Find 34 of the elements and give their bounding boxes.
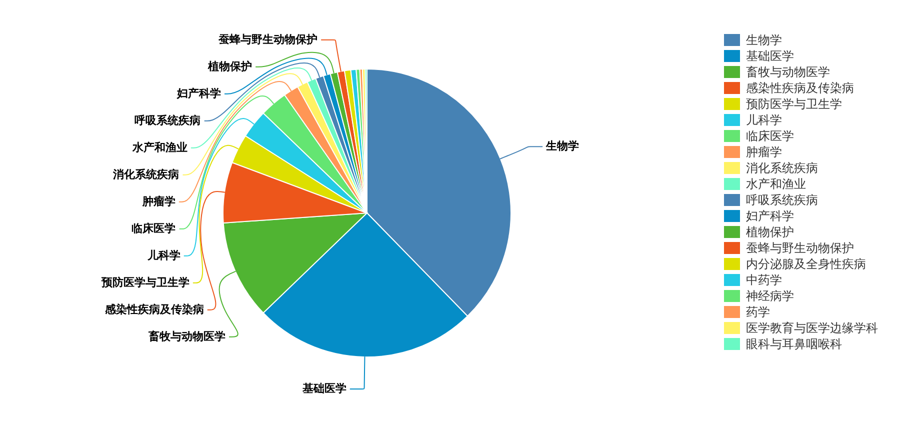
legend-label: 生物学 xyxy=(746,33,782,47)
slice-label: 基础医学 xyxy=(301,382,346,395)
slice-label: 儿科学 xyxy=(146,248,180,262)
legend-label: 肿瘤学 xyxy=(746,145,782,159)
slice-label: 预防医学与卫生学 xyxy=(100,276,190,289)
legend-label: 预防医学与卫生学 xyxy=(746,97,842,111)
legend-label: 临床医学 xyxy=(746,129,794,143)
slice-label: 临床医学 xyxy=(132,222,176,235)
slice-label: 植物保护 xyxy=(206,60,252,73)
legend-label: 水产和渔业 xyxy=(746,177,806,191)
legend-label: 医学教育与医学边缘学科 xyxy=(746,321,878,335)
legend-label: 蚕蜂与野生动物保护 xyxy=(746,241,854,255)
slice-label: 水产和渔业 xyxy=(131,140,188,154)
slice-label: 畜牧与动物医学 xyxy=(147,330,226,343)
legend-label: 畜牧与动物医学 xyxy=(746,65,830,79)
slice-label: 感染性疾病及传染病 xyxy=(104,302,204,316)
legend-label: 消化系统疾病 xyxy=(746,161,818,175)
legend-label: 基础医学 xyxy=(746,49,794,63)
legend-label: 眼科与耳鼻咽喉科 xyxy=(746,337,842,351)
legend-label: 药学 xyxy=(746,305,770,319)
slice-label: 消化系统疾病 xyxy=(112,168,180,181)
slice-label: 妇产科学 xyxy=(176,86,221,100)
slice-label: 生物学 xyxy=(545,140,580,153)
slice-label: 肿瘤学 xyxy=(141,194,176,208)
legend-label: 植物保护 xyxy=(746,225,794,239)
legend-label: 内分泌腺及全身性疾病 xyxy=(746,257,866,271)
legend-label: 感染性疾病及传染病 xyxy=(746,81,854,95)
legend-label: 儿科学 xyxy=(746,113,782,127)
slice-label: 蚕蜂与野生动物保护 xyxy=(217,32,318,46)
legend-label: 中药学 xyxy=(746,273,782,287)
legend-label: 呼吸系统疾病 xyxy=(746,193,818,207)
slice-label: 呼吸系统疾病 xyxy=(134,114,201,127)
legend-label: 神经病学 xyxy=(746,289,794,303)
legend-label: 妇产科学 xyxy=(746,209,794,223)
